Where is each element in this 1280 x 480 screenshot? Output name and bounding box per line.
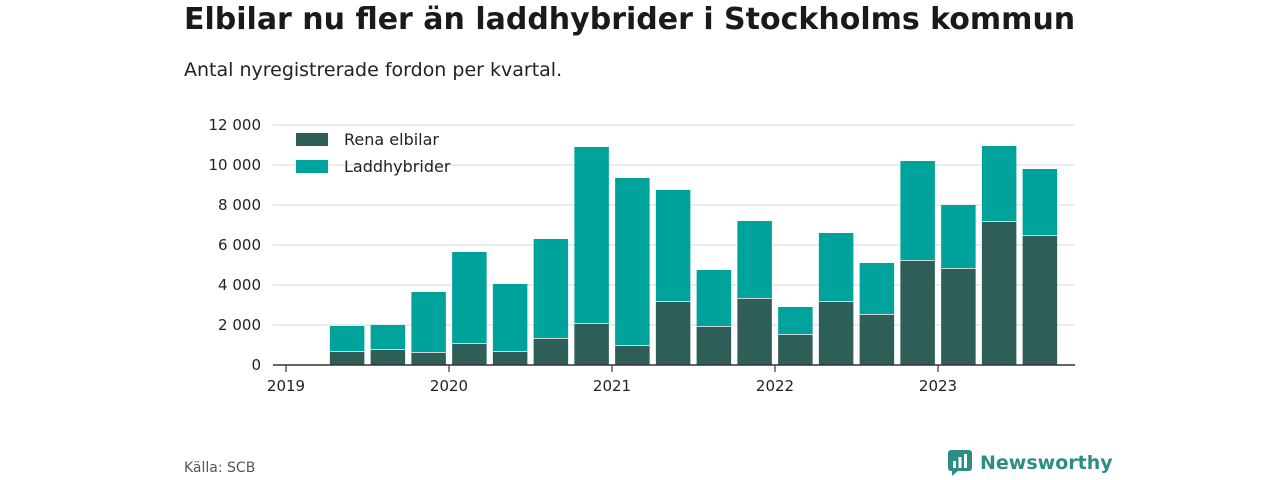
bar-segment-rena-elbilar [492, 351, 528, 365]
y-tick-label: 4 000 [218, 276, 261, 294]
bar-segment-rena-elbilar [981, 221, 1017, 365]
y-tick-label: 2 000 [218, 316, 261, 334]
bar-segment-rena-elbilar [1022, 235, 1058, 365]
bar-segment-laddhybrider [452, 252, 487, 343]
bar-segment-laddhybrider [941, 205, 976, 268]
bar-segment-laddhybrider [737, 221, 772, 298]
bar-segment-laddhybrider [533, 239, 569, 338]
bar-segment-rena-elbilar [574, 323, 609, 365]
bar-segment-laddhybrider [778, 307, 813, 334]
bar-segment-rena-elbilar [411, 352, 446, 365]
x-tick-label: 2021 [593, 377, 631, 395]
bar-segment-laddhybrider [411, 292, 446, 352]
bar-segment-laddhybrider [981, 146, 1017, 221]
bar-segment-laddhybrider [1022, 169, 1058, 235]
bar-segment-laddhybrider [696, 270, 732, 326]
bar-segment-rena-elbilar [941, 268, 976, 365]
y-tick-label: 8 000 [218, 196, 261, 214]
source-note: Källa: SCB [184, 460, 256, 476]
bar-segment-rena-elbilar [452, 343, 487, 365]
legend-swatch-rena-elbilar [296, 133, 328, 146]
bar-segment-laddhybrider [370, 325, 406, 349]
x-axis-ticks: 2019 2020 2021 2022 2023 [267, 365, 957, 395]
x-tick-label: 2020 [430, 377, 468, 395]
bar-segment-rena-elbilar [818, 301, 854, 365]
legend-label-rena-elbilar: Rena elbilar [344, 130, 439, 149]
bar-segment-rena-elbilar [533, 338, 569, 365]
bars [329, 146, 1058, 365]
bar-segment-rena-elbilar [615, 345, 650, 365]
chart-title: Elbilar nu fler än laddhybrider i Stockh… [184, 2, 1076, 37]
newsworthy-logo-icon [948, 450, 972, 476]
brand-logo: Newsworthy [948, 450, 1113, 476]
y-tick-label: 10 000 [209, 156, 262, 174]
legend-label-laddhybrider: Laddhybrider [344, 157, 451, 176]
bar-segment-laddhybrider [574, 147, 609, 323]
x-tick-label: 2019 [267, 377, 305, 395]
bar-segment-rena-elbilar [900, 260, 935, 365]
y-tick-label: 6 000 [218, 236, 261, 254]
y-axis-ticks: 0 2 000 4 000 6 000 8 000 10 000 12 000 [209, 116, 262, 374]
legend: Rena elbilar Laddhybrider [296, 130, 451, 176]
bar-segment-laddhybrider [859, 263, 895, 314]
chart-subtitle: Antal nyregistrerade fordon per kvartal. [184, 59, 563, 81]
brand-name: Newsworthy [980, 452, 1113, 474]
bar-segment-rena-elbilar [737, 298, 772, 365]
bar-segment-rena-elbilar [778, 334, 813, 365]
bar-segment-laddhybrider [900, 161, 935, 260]
bar-segment-laddhybrider [329, 326, 365, 351]
legend-swatch-laddhybrider [296, 160, 328, 173]
bar-segment-laddhybrider [818, 233, 854, 301]
x-tick-label: 2022 [756, 377, 794, 395]
y-tick-label: 0 [251, 356, 261, 374]
bar-segment-rena-elbilar [696, 326, 732, 365]
bar-segment-rena-elbilar [859, 314, 895, 365]
y-tick-label: 12 000 [209, 116, 262, 134]
x-tick-label: 2023 [919, 377, 957, 395]
bar-segment-rena-elbilar [655, 301, 691, 365]
bar-segment-laddhybrider [655, 190, 691, 301]
bar-segment-rena-elbilar [329, 351, 365, 365]
bar-segment-laddhybrider [492, 284, 528, 351]
bar-segment-laddhybrider [615, 178, 650, 345]
bar-segment-rena-elbilar [370, 349, 406, 365]
